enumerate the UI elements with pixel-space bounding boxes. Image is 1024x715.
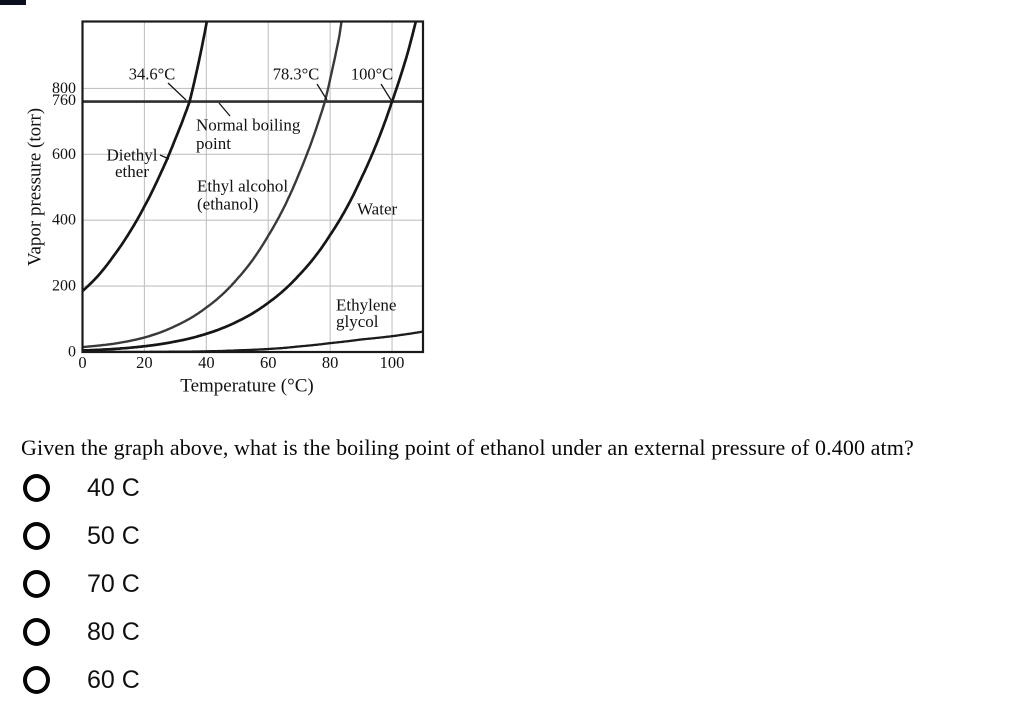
- series-diethyl-ether: [83, 20, 209, 293]
- x-tick-label: 0: [78, 353, 86, 372]
- leader-lines: [159, 82, 392, 160]
- y-tick-label: 200: [52, 278, 76, 295]
- x-tick-label: 40: [198, 353, 215, 372]
- series-ethyl-alcohol-ethanol: [83, 20, 343, 349]
- radio-button[interactable]: [23, 570, 50, 598]
- x-tick-label: 100: [380, 353, 405, 372]
- answer-option[interactable]: 50 C: [23, 522, 140, 550]
- annotation-water-bp: 100°C: [351, 65, 393, 84]
- annotation-diethyl-ether: Diethyl: [107, 146, 158, 165]
- y-tick-label: 400: [52, 212, 76, 229]
- y-tick-label-760: 760: [52, 92, 76, 109]
- answer-option-label[interactable]: 60 C: [87, 665, 140, 694]
- y-tick-label: 0: [68, 344, 76, 361]
- radio-button[interactable]: [23, 522, 50, 550]
- annotation-normal-boiling: Normal boiling: [196, 116, 301, 135]
- series-ethylene-glycol: [83, 330, 423, 353]
- annotation-ethanol-bp: 78.3°C: [273, 65, 319, 84]
- annotation-ethyl-alcohol: (ethanol): [197, 195, 258, 214]
- annotation-ethylene-glycol: glycol: [336, 312, 379, 331]
- annotation-ethylene-glycol: Ethylene: [336, 296, 396, 315]
- gridlines: [82, 21, 423, 352]
- x-tick-label: 60: [260, 353, 277, 372]
- y-tick-label: 800: [52, 80, 76, 97]
- radio-button[interactable]: [23, 618, 50, 646]
- answer-option[interactable]: 80 C: [23, 618, 140, 646]
- annotation-water-label: Water: [357, 200, 397, 219]
- annotation-ethyl-alcohol: Ethyl alcohol: [197, 177, 288, 196]
- plot-frame: [81, 20, 425, 354]
- question-text: Given the graph above, what is the boili…: [21, 435, 914, 460]
- x-axis-title: Temperature (°C): [180, 376, 313, 397]
- answer-option-label[interactable]: 40 C: [87, 473, 140, 502]
- answer-option-label[interactable]: 70 C: [87, 569, 140, 598]
- x-tick-label: 80: [322, 353, 339, 372]
- answer-options: 40 C 50 C 70 C 80 C 60 C: [23, 474, 140, 714]
- answer-option-label[interactable]: 50 C: [87, 521, 140, 550]
- x-tick-label: 20: [136, 353, 153, 372]
- answer-option[interactable]: 70 C: [23, 570, 140, 598]
- annotation-ether-bp: 34.6°C: [129, 65, 175, 84]
- answer-option[interactable]: 60 C: [23, 666, 140, 694]
- answer-option[interactable]: 40 C: [23, 474, 140, 502]
- annotation-diethyl-ether: ether: [115, 162, 149, 181]
- y-tick-label: 600: [52, 146, 76, 163]
- series-water: [83, 20, 418, 352]
- window-accent-bar: [0, 0, 26, 5]
- radio-button[interactable]: [23, 474, 50, 502]
- y-axis-title: Vapor pressure (torr): [25, 108, 46, 266]
- annotation-normal-boiling: point: [196, 134, 231, 153]
- radio-button[interactable]: [23, 666, 50, 694]
- answer-option-label[interactable]: 80 C: [87, 617, 140, 646]
